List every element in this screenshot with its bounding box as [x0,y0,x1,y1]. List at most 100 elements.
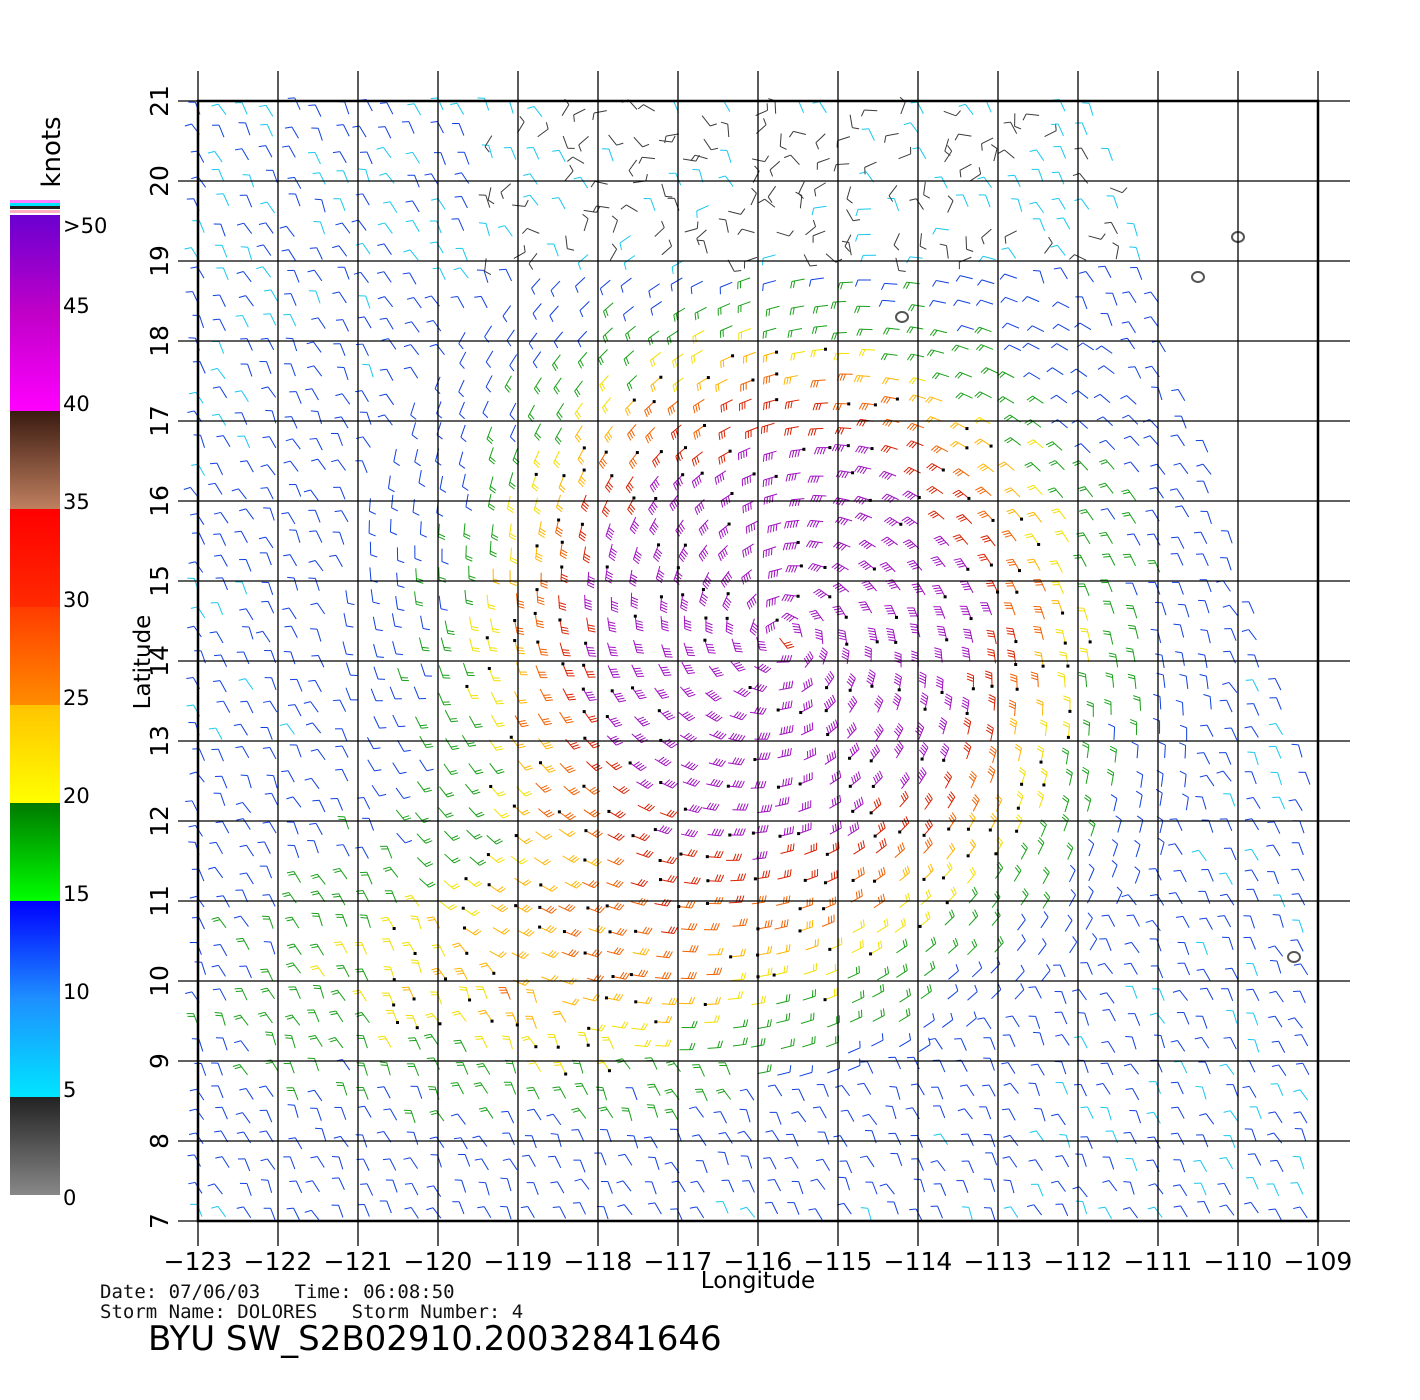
wind-barb [284,126,299,139]
wind-barb [636,779,654,789]
wind-barb [647,1083,661,1096]
wind-barb [360,1183,374,1196]
wind-barb [404,321,420,333]
wind-barb [513,639,526,655]
wind-barb [406,1131,419,1145]
wind-barb [583,858,602,867]
wind-barb [310,1155,325,1168]
wind-barb [860,1207,872,1221]
wind-barb [506,495,515,513]
wind-barb [966,672,975,691]
wind-barb [824,670,835,690]
wind-barb [957,1108,973,1120]
wind-barb [872,983,885,998]
wind-barb [944,138,951,156]
wind-barb [1088,819,1096,837]
wind-barb [631,833,651,842]
wind-barb [628,159,638,177]
wind-barb [210,602,224,615]
wind-barb [461,906,480,917]
wind-barb [864,645,872,662]
wind-barb [922,863,934,881]
wind-barb [283,363,296,377]
wind-barb [760,422,775,434]
x-axis-label: Longitude [701,1268,815,1294]
rain-flag [628,761,632,765]
wind-barb [188,561,204,573]
wind-barb [538,738,554,750]
wind-barb [1175,915,1190,929]
wind-barb [783,375,799,385]
wind-barb [906,440,924,449]
wind-barb [767,1179,782,1192]
wind-barb [562,928,582,937]
wind-barb [768,568,783,579]
wind-barb [745,426,759,440]
wind-barb [622,306,634,322]
rain-flag [468,998,472,1002]
wind-barb [966,839,977,858]
rain-flag [1017,569,1021,573]
rain-flag [610,474,614,478]
wind-barb [584,641,597,657]
wind-barb [1177,962,1191,976]
wind-barb [343,613,354,628]
wind-barb [1122,1207,1138,1219]
wind-barb [911,583,926,596]
wind-barb [405,151,420,164]
wind-barb [802,1036,816,1048]
wind-barb [1292,1156,1305,1170]
wind-barb [1294,1034,1309,1047]
wind-barb [932,280,950,287]
wind-barb [355,846,369,859]
rain-flag [847,402,851,406]
rain-flag [604,450,608,454]
wind-barb [910,101,924,114]
wind-barb [1123,461,1140,473]
rain-flag [605,904,609,908]
x-tick-label: −117 [644,1247,713,1276]
wind-barb [451,1010,467,1022]
wind-barb [509,402,517,421]
y-tick-label: 18 [145,325,174,357]
wind-barb [283,651,296,665]
x-tick-label: −110 [1204,1247,1273,1276]
wind-barb [742,500,755,514]
wind-barb [411,422,418,440]
wind-barb [420,615,431,631]
wind-barb [377,243,392,255]
rain-flag [465,684,469,688]
wind-barb [899,988,911,1003]
wind-barb [1054,1060,1067,1075]
wind-barb [521,1035,538,1049]
rain-flag [703,423,707,427]
rain-flag [465,951,469,955]
legend-band [10,999,60,1097]
wind-barb [194,961,207,975]
wind-barb [234,412,248,425]
wind-barb [975,344,994,352]
wind-barb [1053,267,1068,280]
wind-barb [1016,791,1024,810]
wind-barb [704,616,713,634]
rain-flag [726,784,730,788]
wind-barb [605,523,615,541]
wind-barb [956,325,975,332]
wind-barb [1143,291,1159,303]
wind-barb [514,691,528,704]
wind-barb [1000,296,1018,303]
wind-barb [1178,603,1190,618]
wind-barb [679,996,696,1005]
wind-barb [1041,964,1051,981]
wind-barb [526,1182,539,1195]
wind-barb [698,544,709,562]
wind-barb [578,468,587,488]
wind-barb [947,812,957,831]
wind-barb [888,185,898,202]
wind-barb [944,145,953,163]
wind-barb [261,386,277,398]
wind-barb [1007,649,1018,666]
wind-barb [664,1088,680,1100]
wind-barb [848,742,860,760]
